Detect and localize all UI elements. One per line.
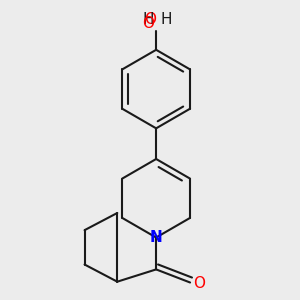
Text: H: H <box>160 12 172 27</box>
Text: O: O <box>142 16 154 31</box>
Text: O: O <box>193 276 205 291</box>
Text: H: H <box>142 12 154 27</box>
Text: O: O <box>144 12 156 27</box>
Text: N: N <box>150 230 163 245</box>
